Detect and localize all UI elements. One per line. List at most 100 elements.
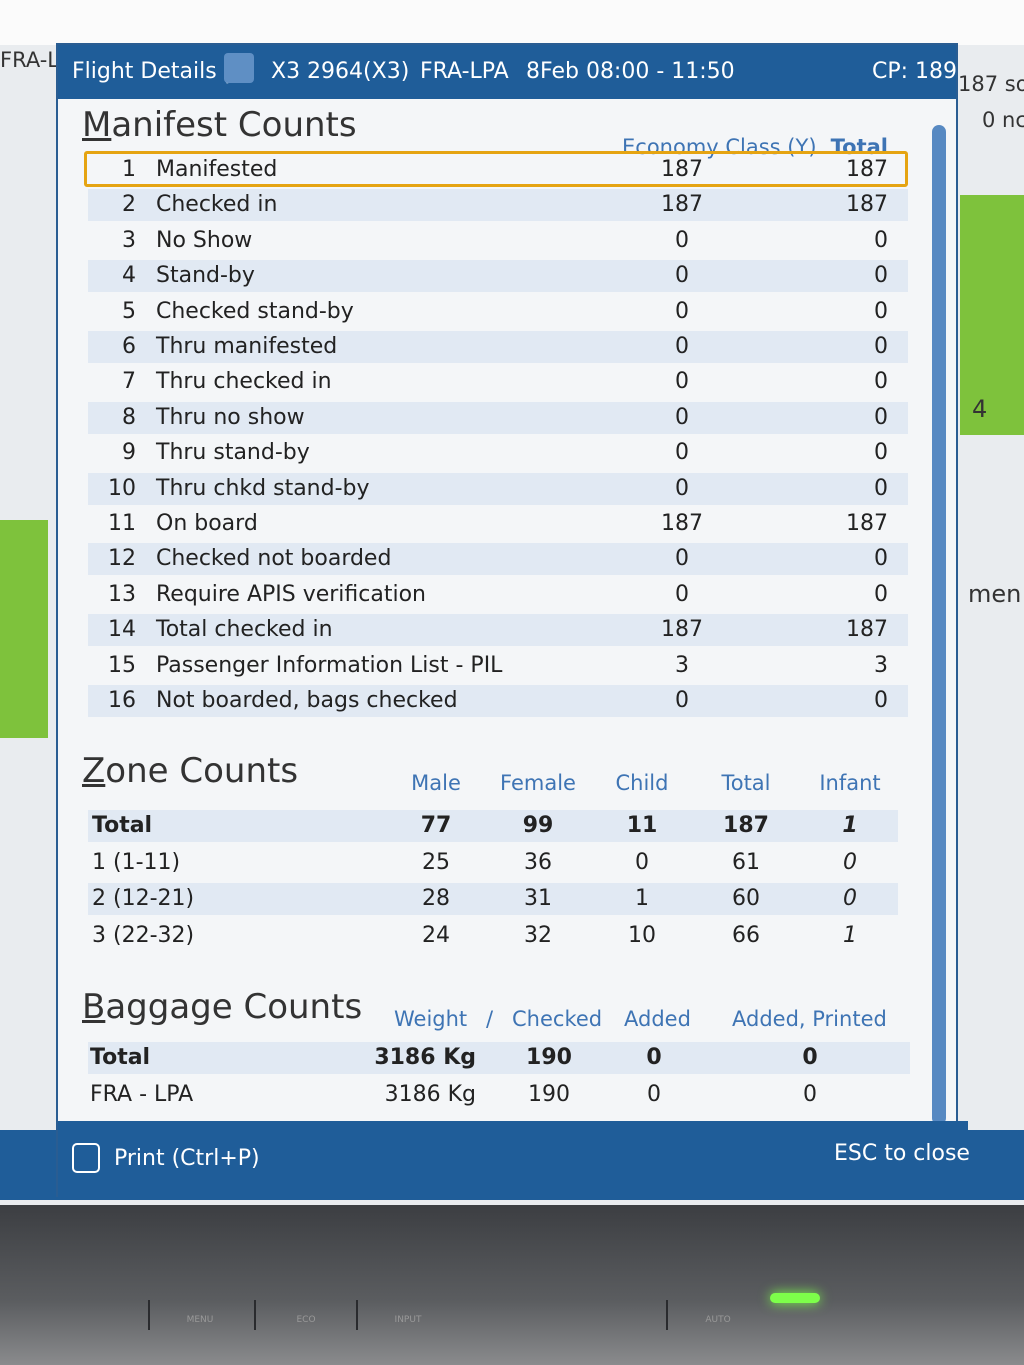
column-header: Male [411, 771, 461, 795]
zone-count: 10 [628, 922, 656, 948]
zone-count: 77 [420, 813, 452, 838]
section-title: Zone Counts [82, 751, 299, 791]
zone-count: 1 [635, 886, 649, 911]
section-title: Manifest Counts [82, 105, 357, 145]
total-count: 3 [874, 652, 888, 678]
footer-bar: Print (Ctrl+P) ESC to close [58, 1121, 970, 1197]
row-number: 4 [122, 263, 136, 289]
total-count: 187 [846, 617, 888, 643]
total-count: 0 [874, 334, 888, 359]
column-header: / [486, 1007, 494, 1031]
zone-count: 187 [723, 813, 769, 838]
side-text: 0 nc [982, 108, 1024, 132]
row-stripe [88, 685, 908, 717]
column-header: Infant [819, 771, 881, 795]
side-text: 187 so [958, 72, 1024, 96]
monitor-button[interactable]: MENU [148, 1300, 250, 1330]
economy-count: 0 [675, 546, 689, 572]
baggage-added-printed: 0 [802, 1045, 818, 1070]
row-number: 16 [108, 688, 136, 713]
row-stripe [88, 472, 908, 505]
top-strip [0, 0, 1024, 45]
zone-count: 1 [843, 922, 857, 948]
row-stripe [88, 331, 908, 363]
economy-count: 0 [675, 334, 689, 359]
row-stripe [88, 543, 908, 576]
zone-count: 61 [732, 849, 760, 875]
row-stripe [88, 401, 908, 434]
economy-count: 187 [661, 617, 703, 643]
tab-label: FRA-L [0, 48, 60, 72]
row-number: 11 [108, 511, 136, 536]
monitor-button[interactable]: ECO [254, 1300, 356, 1330]
total-count: 0 [874, 581, 888, 607]
row-stripe [88, 614, 908, 647]
monitor-button[interactable]: AUTO [666, 1300, 768, 1330]
green-panel [960, 195, 1024, 435]
total-count: 0 [874, 263, 888, 289]
total-count: 0 [874, 298, 888, 324]
economy-count: 0 [675, 369, 689, 395]
economy-count: 0 [675, 263, 689, 289]
zone-count: 0 [843, 886, 857, 911]
zone-count: 36 [524, 849, 552, 875]
column-header: Checked [512, 1007, 603, 1031]
content: Manifest Counts Economy Class (Y) Total 1 Ma… [58, 45, 956, 1195]
baggage-added-printed: 0 [803, 1082, 817, 1107]
route: FRA-LPA [420, 59, 509, 84]
economy-count: 187 [661, 511, 703, 536]
print-button[interactable]: Print (Ctrl+P) [114, 1146, 260, 1171]
economy-count: 0 [675, 404, 689, 430]
column-header: Added [624, 1007, 691, 1031]
baggage-label: FRA - LPA [90, 1082, 194, 1107]
baggage-added: 0 [647, 1082, 661, 1107]
dialog-title: Flight Details | [72, 59, 232, 84]
power-led [770, 1293, 820, 1303]
row-stripe [88, 810, 898, 842]
total-count: 0 [874, 404, 888, 430]
economy-count: 0 [675, 475, 689, 501]
baggage-weight: 3186 Kg [384, 1082, 476, 1107]
row-label: Checked in [156, 192, 278, 218]
row-stripe [88, 260, 908, 293]
row-number: 1 [122, 157, 136, 182]
total-count: 0 [874, 440, 888, 466]
row-label: Thru stand-by [156, 440, 310, 466]
total-count: 0 [874, 546, 888, 572]
zone-count: 1 [842, 813, 858, 838]
row-label: Thru chkd stand-by [156, 475, 370, 501]
total-count: 0 [874, 227, 888, 253]
baggage-label: Total [90, 1045, 151, 1070]
side-text: men [968, 580, 1022, 608]
zone-count: 24 [422, 922, 450, 948]
column-header: Child [615, 771, 669, 795]
green-panel [0, 520, 48, 738]
column-header: Total [830, 135, 888, 159]
zone-label: 2 (12-21) [92, 886, 195, 911]
row-label: Require APIS verification [156, 581, 426, 607]
zone-label: 1 (1-11) [92, 849, 181, 875]
column-header: Total [721, 771, 771, 795]
row-number: 15 [108, 652, 136, 678]
row-number: 14 [108, 617, 136, 643]
row-stripe [88, 883, 898, 915]
zone-count: 25 [422, 849, 450, 875]
close-hint: ESC to close [834, 1141, 970, 1166]
row-number: 13 [108, 581, 136, 607]
row-label: On board [156, 511, 258, 536]
scrollbar[interactable] [932, 125, 946, 1125]
monitor-button[interactable]: INPUT [356, 1300, 458, 1330]
row-number: 2 [122, 192, 136, 218]
baggage-weight: 3186 Kg [374, 1045, 476, 1070]
row-number: 3 [122, 227, 136, 253]
row-number: 8 [122, 404, 136, 430]
total-count: 187 [846, 192, 888, 218]
row-number: 10 [108, 475, 136, 501]
row-label: Stand-by [156, 263, 255, 289]
side-text: 4 [972, 395, 988, 423]
row-number: 12 [108, 546, 136, 572]
column-header: Female [500, 771, 576, 795]
baggage-added: 0 [646, 1045, 662, 1070]
total-count: 187 [846, 511, 888, 536]
